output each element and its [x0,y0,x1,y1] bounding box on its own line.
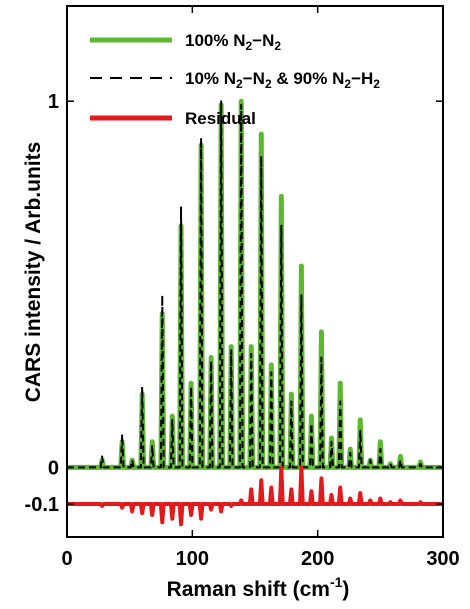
x-tick-label: 300 [426,548,459,570]
plot-series [67,98,443,527]
series-1-line [67,98,443,470]
series-2-line [67,100,443,469]
legend: 100% N2−N2 10% N2−N2 & 90% N2−H2 Residual [90,31,380,128]
x-tick-label: 100 [176,548,209,570]
legend-label-1: 100% N2−N2 [185,31,281,53]
legend-label-3: Residual [185,109,256,128]
legend-label-2: 10% N2−N2 & 90% N2−H2 [185,69,380,91]
axis-ticks: 0 100 200 300 1 0 -0.1 [25,6,460,570]
x-tick-label: 0 [61,548,72,570]
x-axis-label: Raman shift (cm-1) [167,574,350,601]
x-tick-label: 200 [301,548,334,570]
plot-frame [66,5,444,538]
y-axis-label: CARS intensity / Arb.units [22,142,45,403]
y-tick-label: 1 [48,91,59,113]
y-tick-label: 0 [48,457,59,479]
y-tick-label: -0.1 [25,494,59,516]
series-3-line [67,465,443,527]
